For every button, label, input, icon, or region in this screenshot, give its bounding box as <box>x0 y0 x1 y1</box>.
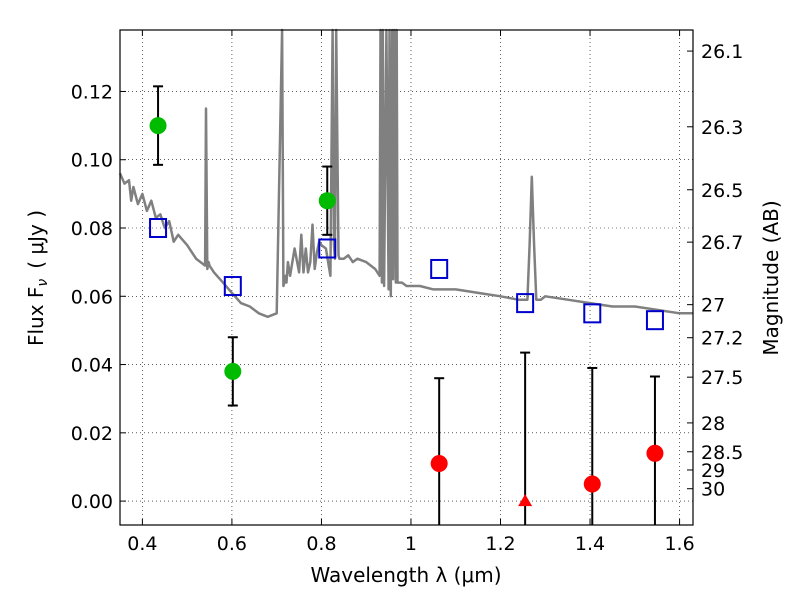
x-tick-label: 0.4 <box>127 533 157 555</box>
y2-tick-label: 27.5 <box>701 367 743 389</box>
y-axis-title: Flux Fν ( μJy ) <box>24 210 51 346</box>
model-square-marker <box>430 258 449 279</box>
y2-tick-label: 26.3 <box>701 117 743 139</box>
data-point-marker <box>583 475 601 493</box>
data-point-marker <box>224 362 242 380</box>
x-tick-label: 1.2 <box>485 533 515 555</box>
y-tick-label: 0.10 <box>71 150 113 172</box>
y2-tick-label: 27 <box>701 295 725 317</box>
x-tick-label: 0.6 <box>217 533 247 555</box>
model-square-marker <box>149 218 168 238</box>
y2-tick-label: 27.2 <box>701 328 743 350</box>
y-axis-title-main: Flux F <box>24 287 48 346</box>
y2-axis-title: Magnitude (AB) <box>759 200 783 355</box>
model-spectrum <box>118 28 693 319</box>
y-axis-title-unit: ( μJy ) <box>24 210 48 269</box>
y2-tick-label: 30 <box>701 479 725 501</box>
model-square-marker <box>223 276 242 297</box>
x-axis-title: Wavelength λ (μm) <box>310 563 501 587</box>
y-tick-label: 0.12 <box>71 81 113 103</box>
data-markers <box>149 117 664 507</box>
y-tick-label: 0.04 <box>71 355 113 377</box>
model-square-marker <box>318 238 337 259</box>
y2-tick-label: 29 <box>701 460 725 482</box>
y2-tick-label: 26.1 <box>701 41 743 63</box>
triangle-marker <box>518 494 533 507</box>
x-tick-label: 1 <box>405 533 417 555</box>
y-tick-label: 0.06 <box>71 286 113 308</box>
y-axis-ticks: 0.00 0.02 0.04 0.06 0.08 0.10 0.12 <box>71 81 126 513</box>
y2-tick-label: 28 <box>701 413 725 435</box>
x-tick-label: 1.4 <box>575 533 605 555</box>
y-tick-label: 0.08 <box>71 218 113 240</box>
spectrum-line <box>118 28 693 319</box>
model-square-marker <box>645 310 664 331</box>
grid-lines <box>120 30 693 525</box>
data-point-marker <box>149 117 167 135</box>
plot-frame <box>119 29 694 526</box>
x-axis-ticks: 0.4 0.6 0.8 1 1.2 1.4 1.6 <box>127 30 695 555</box>
model-square-marker <box>583 303 602 324</box>
x-tick-label: 1.6 <box>664 533 694 555</box>
y2-tick-label: 26.7 <box>701 232 743 254</box>
data-point-marker <box>430 455 448 473</box>
y-tick-label: 0.00 <box>71 491 113 513</box>
y2-tick-label: 26.5 <box>701 180 743 202</box>
data-point-marker <box>646 444 664 462</box>
data-point-marker <box>318 192 336 210</box>
y2-tick-label: 28.5 <box>701 442 743 464</box>
y-axis-title-sub: ν <box>35 279 51 287</box>
y-tick-label: 0.02 <box>71 423 113 445</box>
x-tick-label: 0.8 <box>306 533 336 555</box>
model-square-marker <box>516 293 535 314</box>
